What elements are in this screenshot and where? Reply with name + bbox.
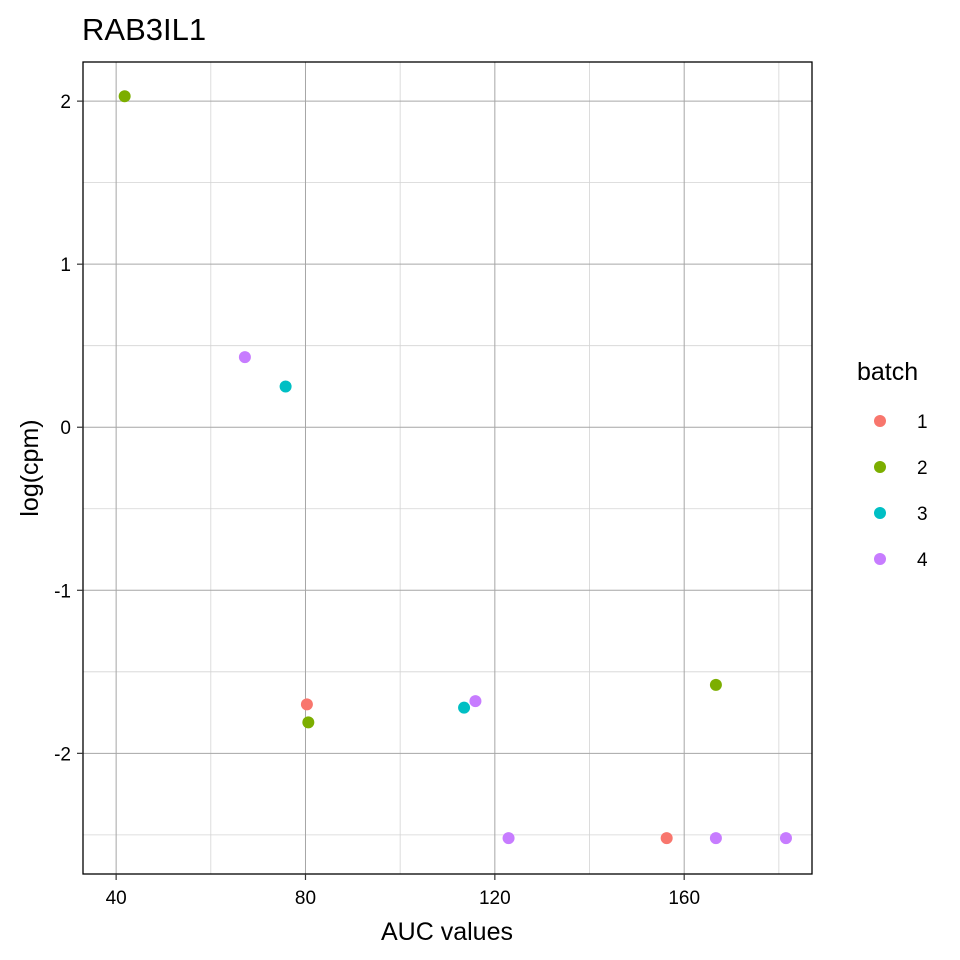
- y-tick-label: 1: [60, 255, 71, 276]
- data-point-batch-4: [709, 832, 722, 845]
- legend-key-4: [874, 553, 886, 565]
- y-tick-label: -1: [54, 581, 71, 602]
- legend-key-1: [874, 415, 886, 427]
- panel-background: [83, 62, 812, 874]
- data-point-batch-4: [502, 832, 515, 845]
- data-point-batch-3: [279, 380, 292, 393]
- data-point-batch-4: [469, 695, 482, 708]
- y-tick-label: 2: [60, 92, 71, 113]
- y-axis-title: log(cpm): [16, 419, 44, 516]
- legend-key-2: [874, 461, 886, 473]
- legend-title: batch: [857, 358, 918, 386]
- data-point-batch-2: [709, 678, 722, 691]
- data-point-batch-2: [302, 716, 315, 729]
- x-axis-title: AUC values: [381, 918, 513, 946]
- x-axis: 40 80 120 160: [106, 874, 700, 909]
- legend: batch 1 2 3 4: [857, 358, 928, 571]
- legend-label-1: 1: [917, 412, 928, 433]
- data-point-batch-1: [660, 832, 673, 845]
- y-axis: -2 -1 0 1 2: [54, 92, 83, 765]
- chart-title: RAB3IL1: [82, 12, 206, 47]
- data-point-batch-4: [779, 832, 792, 845]
- legend-label-4: 4: [917, 550, 928, 571]
- legend-label-2: 2: [917, 458, 928, 479]
- data-point-batch-1: [300, 698, 313, 711]
- data-point-batch-2: [118, 90, 131, 103]
- x-tick-label: 120: [479, 888, 511, 909]
- panel-border: [82, 61, 813, 875]
- legend-key-3: [874, 507, 886, 519]
- legend-label-3: 3: [917, 504, 928, 525]
- x-tick-label: 80: [295, 888, 316, 909]
- x-tick-label: 160: [668, 888, 700, 909]
- plot-panel: [82, 61, 813, 875]
- data-point-batch-4: [238, 351, 251, 364]
- y-tick-label: 0: [60, 418, 71, 439]
- y-tick-label: -2: [54, 744, 71, 765]
- x-tick-label: 40: [106, 888, 127, 909]
- data-point-batch-3: [458, 701, 471, 714]
